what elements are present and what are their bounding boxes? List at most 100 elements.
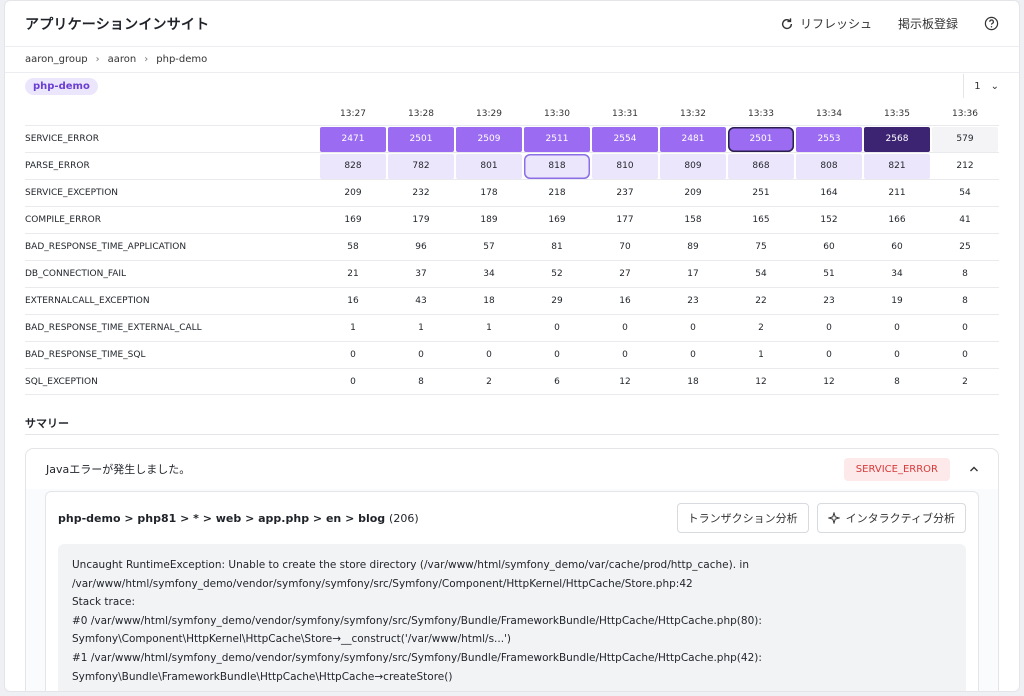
heatmap-cell[interactable]: 164: [820, 188, 838, 198]
heatmap-cell[interactable]: 0: [554, 350, 560, 360]
heatmap-cell[interactable]: 0: [350, 376, 356, 387]
heatmap-cell[interactable]: 22: [755, 296, 767, 306]
heatmap-cell[interactable]: 25: [959, 242, 971, 252]
heatmap-cell[interactable]: 2553: [796, 126, 862, 152]
heatmap-cell[interactable]: 212: [956, 161, 974, 171]
heatmap-cell[interactable]: 0: [894, 350, 900, 360]
heatmap-cell[interactable]: 51: [823, 269, 835, 279]
heatmap-cell[interactable]: 818: [524, 153, 590, 179]
heatmap-cell[interactable]: 782: [388, 153, 454, 179]
heatmap-cell[interactable]: 8: [418, 376, 424, 387]
heatmap-cell[interactable]: 0: [962, 350, 968, 360]
breadcrumb-user[interactable]: aaron: [107, 54, 137, 65]
heatmap-cell[interactable]: 169: [344, 215, 362, 225]
app-tag[interactable]: php-demo: [25, 77, 98, 95]
heatmap-cell[interactable]: 2481: [660, 126, 726, 152]
heatmap-cell[interactable]: 23: [687, 296, 699, 306]
heatmap-cell[interactable]: 8: [894, 376, 900, 387]
heatmap-cell[interactable]: 2501: [728, 126, 794, 152]
heatmap-cell[interactable]: 18: [687, 376, 699, 387]
heatmap-cell[interactable]: 0: [690, 350, 696, 360]
heatmap-cell[interactable]: 579: [932, 126, 998, 152]
heatmap-cell[interactable]: 2509: [456, 126, 522, 152]
heatmap-cell[interactable]: 2: [486, 376, 492, 387]
heatmap-cell[interactable]: 808: [796, 153, 862, 179]
heatmap-cell[interactable]: 0: [826, 350, 832, 360]
heatmap-cell[interactable]: 96: [415, 242, 427, 252]
heatmap-cell[interactable]: 58: [347, 242, 359, 252]
chevron-up-icon[interactable]: [968, 463, 980, 475]
heatmap-cell[interactable]: 177: [616, 215, 634, 225]
heatmap-cell[interactable]: 0: [622, 350, 628, 360]
heatmap-cell[interactable]: 0: [350, 350, 356, 360]
help-button[interactable]: [984, 16, 999, 31]
heatmap-cell[interactable]: 12: [755, 376, 767, 387]
heatmap-cell[interactable]: 18: [483, 296, 495, 306]
heatmap-cell[interactable]: 2511: [524, 126, 590, 152]
heatmap-cell[interactable]: 1: [486, 323, 492, 333]
heatmap-cell[interactable]: 821: [864, 153, 930, 179]
heatmap-cell[interactable]: 29: [551, 296, 563, 306]
interactive-analysis-button[interactable]: インタラクティブ分析: [816, 503, 966, 533]
heatmap-cell[interactable]: 17: [687, 269, 699, 279]
heatmap-cell[interactable]: 54: [755, 269, 767, 279]
summary-card-header[interactable]: Javaエラーが発生しました。 SERVICE_ERROR: [26, 449, 998, 489]
heatmap-cell[interactable]: 12: [823, 376, 835, 387]
heatmap-cell[interactable]: 209: [344, 188, 362, 198]
heatmap-cell[interactable]: 57: [483, 242, 495, 252]
heatmap-cell[interactable]: 237: [616, 188, 634, 198]
heatmap-cell[interactable]: 8: [962, 296, 968, 306]
heatmap-cell[interactable]: 0: [554, 323, 560, 333]
heatmap-cell[interactable]: 52: [551, 269, 563, 279]
heatmap-cell[interactable]: 0: [486, 350, 492, 360]
heatmap-cell[interactable]: 34: [891, 269, 903, 279]
page-select[interactable]: 1 ⌄: [963, 74, 999, 98]
heatmap-cell[interactable]: 81: [551, 242, 563, 252]
heatmap-cell[interactable]: 34: [483, 269, 495, 279]
heatmap-cell[interactable]: 2471: [320, 126, 386, 152]
heatmap-cell[interactable]: 209: [684, 188, 702, 198]
heatmap-cell[interactable]: 1: [350, 323, 356, 333]
heatmap-cell[interactable]: 211: [888, 188, 906, 198]
heatmap-cell[interactable]: 169: [548, 215, 566, 225]
heatmap-cell[interactable]: 232: [412, 188, 430, 198]
heatmap-cell[interactable]: 0: [690, 323, 696, 333]
heatmap-cell[interactable]: 54: [959, 188, 971, 198]
heatmap-cell[interactable]: 218: [548, 188, 566, 198]
heatmap-cell[interactable]: 165: [752, 215, 770, 225]
heatmap-cell[interactable]: 37: [415, 269, 427, 279]
heatmap-cell[interactable]: 0: [622, 323, 628, 333]
heatmap-cell[interactable]: 41: [959, 215, 971, 225]
heatmap-cell[interactable]: 27: [619, 269, 631, 279]
heatmap-cell[interactable]: 0: [418, 350, 424, 360]
heatmap-cell[interactable]: 16: [619, 296, 631, 306]
heatmap-cell[interactable]: 158: [684, 215, 702, 225]
refresh-button[interactable]: リフレッシュ: [780, 15, 872, 32]
heatmap-cell[interactable]: 1: [418, 323, 424, 333]
heatmap-cell[interactable]: 868: [728, 153, 794, 179]
heatmap-cell[interactable]: 43: [415, 296, 427, 306]
heatmap-cell[interactable]: 70: [619, 242, 631, 252]
heatmap-cell[interactable]: 251: [752, 188, 770, 198]
heatmap-cell[interactable]: 2: [758, 323, 764, 333]
heatmap-cell[interactable]: 828: [320, 153, 386, 179]
heatmap-cell[interactable]: 2501: [388, 126, 454, 152]
heatmap-cell[interactable]: 75: [755, 242, 767, 252]
heatmap-cell[interactable]: 0: [826, 323, 832, 333]
heatmap-cell[interactable]: 8: [962, 269, 968, 279]
heatmap-cell[interactable]: 6: [554, 376, 560, 387]
heatmap-cell[interactable]: 23: [823, 296, 835, 306]
heatmap-cell[interactable]: 2568: [864, 126, 930, 152]
heatmap-cell[interactable]: 0: [962, 323, 968, 333]
heatmap-cell[interactable]: 0: [894, 323, 900, 333]
heatmap-cell[interactable]: 60: [891, 242, 903, 252]
heatmap-cell[interactable]: 89: [687, 242, 699, 252]
heatmap-cell[interactable]: 1: [758, 350, 764, 360]
board-register-button[interactable]: 掲示板登録: [898, 15, 958, 32]
breadcrumb-app[interactable]: php-demo: [156, 54, 208, 65]
heatmap-cell[interactable]: 19: [891, 296, 903, 306]
heatmap-cell[interactable]: 21: [347, 269, 359, 279]
heatmap-cell[interactable]: 2554: [592, 126, 658, 152]
heatmap-cell[interactable]: 2: [962, 376, 968, 387]
heatmap-cell[interactable]: 152: [820, 215, 838, 225]
